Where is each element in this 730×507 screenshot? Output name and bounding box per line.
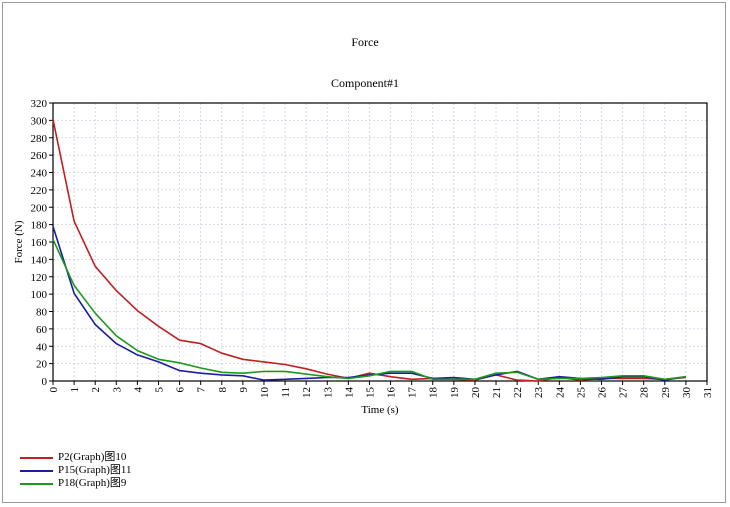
legend-swatch [20,482,53,485]
y-tick-label: 240 [31,168,48,180]
series-line-1 [52,119,686,382]
legend-item: P18(Graph)图9 [20,477,132,490]
legend-label: P18(Graph)图9 [58,477,127,489]
x-tick-label: 12 [301,387,313,398]
x-tick-label: 15 [364,387,376,399]
x-tick-label: 6 [175,387,187,393]
plot-border [52,102,708,382]
y-tick-label: 0 [42,376,48,388]
y-tick-label: 280 [31,133,48,145]
x-tick-label: 3 [111,387,123,393]
series-line-3 [52,239,686,381]
x-tick-label: 0 [48,387,60,393]
x-tick-label: 7 [196,387,208,393]
legend-item: P2(Graph)图10 [20,451,132,464]
x-tick-label: 10 [259,387,271,399]
y-tick-label: 100 [31,289,48,301]
legend-label: P2(Graph)图10 [58,451,127,463]
y-tick-label: 20 [36,359,48,371]
x-tick-label: 30 [681,387,693,399]
y-tick-label: 120 [31,272,48,284]
y-tick-label: 320 [31,98,48,110]
y-tick-label: 200 [31,202,48,214]
y-tick-label: 140 [31,254,48,266]
chart-subtitle: Component#1 [331,76,399,90]
x-tick-label: 28 [639,387,651,399]
x-tick-label: 16 [386,387,398,399]
x-tick-label: 19 [449,387,461,399]
x-tick-label: 4 [132,387,144,393]
x-tick-label: 8 [217,387,229,393]
x-tick-label: 22 [512,387,524,398]
x-tick-label: 27 [618,387,630,399]
x-tick-label: 14 [343,387,355,399]
chart-title: Force [351,35,379,49]
legend-label: P15(Graph)图11 [58,464,132,476]
legend-swatch [20,456,53,459]
x-tick-label: 21 [491,387,503,398]
x-axis-label: Time (s) [361,404,399,416]
x-tick-label: 29 [660,387,672,399]
x-tick-label: 26 [597,387,609,399]
x-tick-label: 5 [153,387,165,393]
x-tick-label: 9 [238,387,250,393]
y-tick-label: 40 [36,341,48,353]
y-tick-label: 180 [31,220,48,232]
y-axis-label: Force (N) [13,220,25,263]
y-tick-label: 80 [36,307,48,319]
x-tick-label: 23 [533,387,545,399]
legend-item: P15(Graph)图11 [20,464,132,477]
y-tick-label: 300 [31,115,48,127]
x-tick-label: 1 [69,387,81,393]
x-tick-label: 31 [702,387,714,398]
x-tick-label: 24 [554,387,566,399]
x-tick-label: 2 [90,387,102,393]
x-tick-label: 11 [280,387,292,398]
x-tick-label: 13 [322,387,334,399]
y-tick-label: 60 [36,324,48,336]
x-tick-label: 25 [575,387,587,399]
y-tick-label: 160 [31,237,48,249]
y-tick-label: 260 [31,150,48,162]
x-tick-label: 17 [407,387,419,399]
x-tick-label: 20 [470,387,482,399]
y-tick-label: 220 [31,185,48,197]
legend: P2(Graph)图10 P15(Graph)图11 P18(Graph)图9 [20,451,132,490]
legend-swatch [20,469,53,472]
x-tick-label: 18 [428,387,440,399]
